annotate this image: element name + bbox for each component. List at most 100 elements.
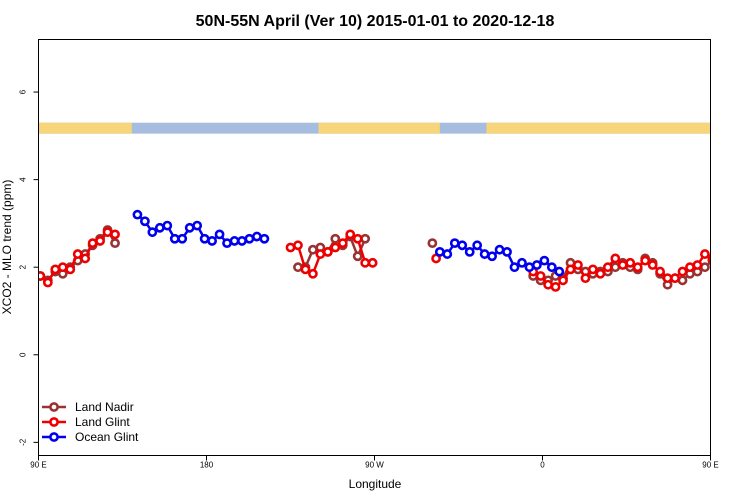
- legend-swatch-marker: [49, 432, 59, 442]
- land-glint-point: [315, 249, 326, 259]
- y-tick-label: 2: [19, 264, 28, 269]
- ocean-glint-point: [251, 231, 262, 242]
- ocean-glint-point: [494, 244, 505, 255]
- ocean-glint-point: [207, 236, 217, 246]
- land-nadir-point: [700, 262, 710, 273]
- x-tick-label: 0: [540, 461, 545, 470]
- ocean-glint-point: [524, 262, 535, 273]
- ocean-glint-point: [169, 233, 180, 244]
- land-nadir-point: [360, 233, 371, 244]
- ocean-glint-point: [199, 233, 210, 244]
- land-glint-point: [102, 227, 113, 238]
- land-glint-point: [57, 262, 68, 273]
- land-glint-point: [655, 266, 665, 277]
- legend-item-ocean-glint: Ocean Glint: [42, 430, 139, 444]
- land-glint-point: [300, 264, 311, 275]
- land-nadir-point: [427, 238, 438, 249]
- land-glint-point: [543, 279, 553, 290]
- land-glint-point: [617, 260, 628, 270]
- legend-swatch-marker: [49, 417, 59, 427]
- land-glint-point: [550, 282, 561, 292]
- x-axis: 90 E 180 90 W 0 90 E: [30, 455, 719, 470]
- ocean-glint-point: [554, 266, 565, 277]
- ocean-glint-point: [132, 209, 143, 220]
- land-nadir-point: [110, 238, 120, 249]
- ocean-glint-point: [229, 236, 240, 246]
- ocean-glint-point: [177, 233, 188, 244]
- ocean-glint-point: [442, 249, 453, 259]
- land-glint-point: [337, 238, 348, 249]
- legend-label: Ocean Glint: [75, 430, 139, 444]
- legend-label: Land Nadir: [75, 400, 134, 414]
- ocean-glint-point: [449, 238, 460, 249]
- ocean-glint-point: [244, 233, 255, 244]
- land-glint-point: [360, 257, 371, 268]
- land-glint-point: [700, 249, 710, 259]
- land-band: [318, 122, 440, 134]
- land-glint-point: [307, 268, 318, 279]
- ocean-glint-point: [184, 222, 195, 233]
- legend-label: Land Glint: [75, 415, 130, 429]
- land-glint-point: [345, 229, 356, 240]
- x-tick-label: 180: [200, 461, 214, 470]
- land-glint-point: [558, 275, 568, 286]
- land-band: [486, 122, 711, 134]
- ocean-glint-point: [147, 227, 158, 238]
- land-glint-point: [110, 229, 120, 240]
- series-layer: [38, 209, 711, 292]
- legend-item-land-glint: Land Glint: [42, 415, 130, 429]
- land-glint-point: [50, 264, 61, 275]
- ocean-glint-point: [546, 262, 557, 273]
- y-tick-label: 4: [19, 177, 28, 182]
- land-glint-point: [602, 262, 613, 273]
- y-tick-label: 0: [19, 352, 28, 357]
- land-glint-point: [330, 242, 341, 253]
- series-ocean-glint: [132, 209, 565, 277]
- land-glint-point: [38, 271, 46, 281]
- ocean-glint-point: [532, 260, 542, 270]
- ocean-glint-point: [479, 249, 490, 259]
- x-tick-label: 90 E: [702, 461, 718, 470]
- land-glint-point: [80, 253, 91, 264]
- land-nadir-point: [330, 233, 341, 244]
- land-glint-point: [573, 260, 583, 270]
- land-glint-point: [662, 273, 673, 284]
- land-glint-point: [632, 262, 643, 273]
- land-glint-point: [42, 277, 53, 288]
- ocean-glint-point: [487, 251, 497, 262]
- ocean-glint-point: [162, 220, 173, 231]
- land-glint-point: [588, 264, 598, 275]
- land-glint-point: [670, 273, 680, 284]
- land-glint-point: [285, 242, 296, 253]
- land-glint-point: [72, 249, 83, 259]
- ocean-glint-point: [154, 222, 165, 233]
- land-glint-point: [677, 266, 688, 277]
- y-axis-label: XCO2 - MLO trend (ppm): [0, 180, 14, 315]
- land-glint-point: [640, 255, 651, 266]
- land-glint-point: [595, 268, 606, 279]
- land-glint-point: [535, 271, 546, 281]
- land-nadir-point: [677, 275, 688, 286]
- ocean-glint-point: [472, 240, 483, 251]
- y-tick-label: -2: [19, 438, 28, 446]
- land-glint-point: [647, 260, 658, 270]
- ocean-glint-point: [464, 246, 475, 257]
- ocean-glint-point: [222, 238, 232, 249]
- land-glint-point: [685, 262, 695, 273]
- land-glint-point: [87, 238, 98, 249]
- land-glint-point: [367, 257, 378, 268]
- land-glint-point: [293, 240, 303, 251]
- land-band: [38, 122, 132, 134]
- y-axis: -2 0 2 4 6: [19, 89, 39, 446]
- land-glint-point: [580, 273, 591, 284]
- x-axis-label: Longitude: [349, 477, 402, 491]
- ocean-glint-point: [509, 262, 520, 273]
- land-glint-point: [692, 260, 703, 270]
- ocean-glint-point: [237, 236, 247, 246]
- x-tick-label: 90 W: [365, 461, 384, 470]
- legend-swatch-marker: [49, 402, 59, 412]
- ocean-glint-point: [457, 240, 468, 251]
- chart-title: 50N-55N April (Ver 10) 2015-01-01 to 202…: [196, 13, 555, 30]
